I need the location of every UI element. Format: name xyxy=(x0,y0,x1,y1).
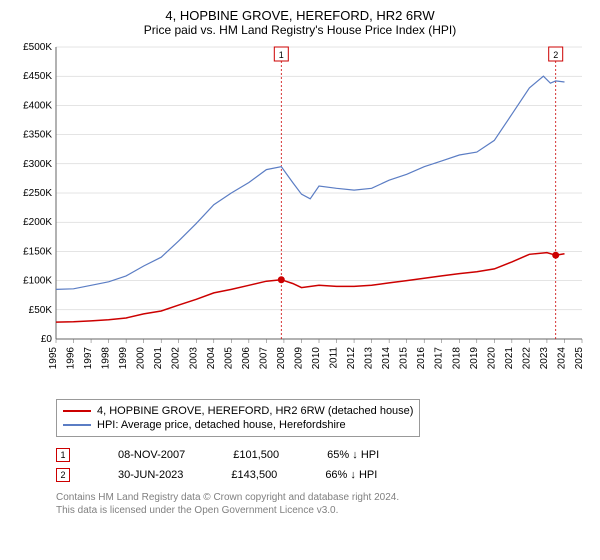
svg-text:1999: 1999 xyxy=(118,347,129,370)
svg-text:£100K: £100K xyxy=(23,276,52,287)
svg-text:2003: 2003 xyxy=(188,347,199,370)
svg-text:2010: 2010 xyxy=(311,347,322,370)
svg-text:2001: 2001 xyxy=(153,347,164,370)
svg-text:2020: 2020 xyxy=(486,347,497,370)
svg-text:2023: 2023 xyxy=(539,347,550,370)
svg-text:2011: 2011 xyxy=(329,347,340,369)
svg-text:2015: 2015 xyxy=(399,347,410,370)
marker-row-2: 2 30-JUN-2023 £143,500 66% ↓ HPI xyxy=(56,465,590,485)
svg-text:£50K: £50K xyxy=(29,305,53,316)
legend-swatch-hpi xyxy=(63,424,91,426)
legend-label-hpi: HPI: Average price, detached house, Here… xyxy=(97,419,346,431)
svg-text:2012: 2012 xyxy=(346,347,357,370)
svg-text:1: 1 xyxy=(279,50,284,60)
svg-text:2016: 2016 xyxy=(416,347,427,370)
marker-date-2: 30-JUN-2023 xyxy=(118,469,183,481)
marker-table: 1 08-NOV-2007 £101,500 65% ↓ HPI 2 30-JU… xyxy=(56,445,590,485)
svg-text:1998: 1998 xyxy=(101,347,112,370)
chart-title: 4, HOPBINE GROVE, HEREFORD, HR2 6RW xyxy=(10,8,590,23)
attribution-line-1: Contains HM Land Registry data © Crown c… xyxy=(56,491,590,504)
svg-text:£250K: £250K xyxy=(23,188,52,199)
marker-date-1: 08-NOV-2007 xyxy=(118,449,185,461)
legend-item-hpi: HPI: Average price, detached house, Here… xyxy=(63,418,413,432)
marker-price-1: £101,500 xyxy=(233,449,279,461)
legend-swatch-property xyxy=(63,410,91,412)
svg-text:2004: 2004 xyxy=(206,347,217,370)
svg-text:2014: 2014 xyxy=(381,347,392,370)
attribution-line-2: This data is licensed under the Open Gov… xyxy=(56,504,590,517)
chart-plot-area: £0 £50K £100K £150K £200K £250K £300K £350K £400… xyxy=(10,43,590,393)
svg-text:2007: 2007 xyxy=(258,347,269,370)
svg-text:£350K: £350K xyxy=(23,130,52,141)
svg-text:2002: 2002 xyxy=(171,347,182,370)
chart-subtitle: Price paid vs. HM Land Registry's House … xyxy=(10,23,590,37)
marker-box-2: 2 xyxy=(56,468,70,482)
svg-text:2019: 2019 xyxy=(469,347,480,370)
marker-pct-1: 65% ↓ HPI xyxy=(327,449,379,461)
svg-text:£300K: £300K xyxy=(23,159,52,170)
svg-text:2009: 2009 xyxy=(293,347,304,370)
svg-text:2008: 2008 xyxy=(276,347,287,370)
marker-pct-2: 66% ↓ HPI xyxy=(325,469,377,481)
svg-text:£0: £0 xyxy=(41,334,53,345)
svg-text:1995: 1995 xyxy=(48,347,59,370)
svg-text:2013: 2013 xyxy=(364,347,375,370)
marker-row-1: 1 08-NOV-2007 £101,500 65% ↓ HPI xyxy=(56,445,590,465)
svg-text:2: 2 xyxy=(553,50,558,60)
svg-text:2005: 2005 xyxy=(223,347,234,370)
chart-container: 4, HOPBINE GROVE, HEREFORD, HR2 6RW Pric… xyxy=(0,0,600,560)
attribution: Contains HM Land Registry data © Crown c… xyxy=(56,491,590,517)
chart-svg: £0 £50K £100K £150K £200K £250K £300K £350K £400… xyxy=(10,43,590,393)
marker-price-2: £143,500 xyxy=(231,469,277,481)
svg-text:£500K: £500K xyxy=(23,43,52,53)
svg-text:2024: 2024 xyxy=(556,347,567,370)
svg-text:2018: 2018 xyxy=(451,347,462,370)
svg-text:£450K: £450K xyxy=(23,71,52,82)
svg-text:£200K: £200K xyxy=(23,217,52,228)
legend: 4, HOPBINE GROVE, HEREFORD, HR2 6RW (det… xyxy=(56,399,420,437)
svg-text:2025: 2025 xyxy=(574,347,585,370)
svg-text:2006: 2006 xyxy=(241,347,252,370)
svg-text:1997: 1997 xyxy=(83,347,94,370)
svg-text:2021: 2021 xyxy=(504,347,515,370)
svg-text:£150K: £150K xyxy=(23,246,52,257)
legend-label-property: 4, HOPBINE GROVE, HEREFORD, HR2 6RW (det… xyxy=(97,405,413,417)
svg-text:2000: 2000 xyxy=(136,347,147,370)
svg-text:1996: 1996 xyxy=(66,347,77,370)
marker-box-1: 1 xyxy=(56,448,70,462)
legend-item-property: 4, HOPBINE GROVE, HEREFORD, HR2 6RW (det… xyxy=(63,404,413,418)
svg-text:2022: 2022 xyxy=(521,347,532,370)
svg-text:£400K: £400K xyxy=(23,100,52,111)
svg-text:2017: 2017 xyxy=(434,347,445,370)
